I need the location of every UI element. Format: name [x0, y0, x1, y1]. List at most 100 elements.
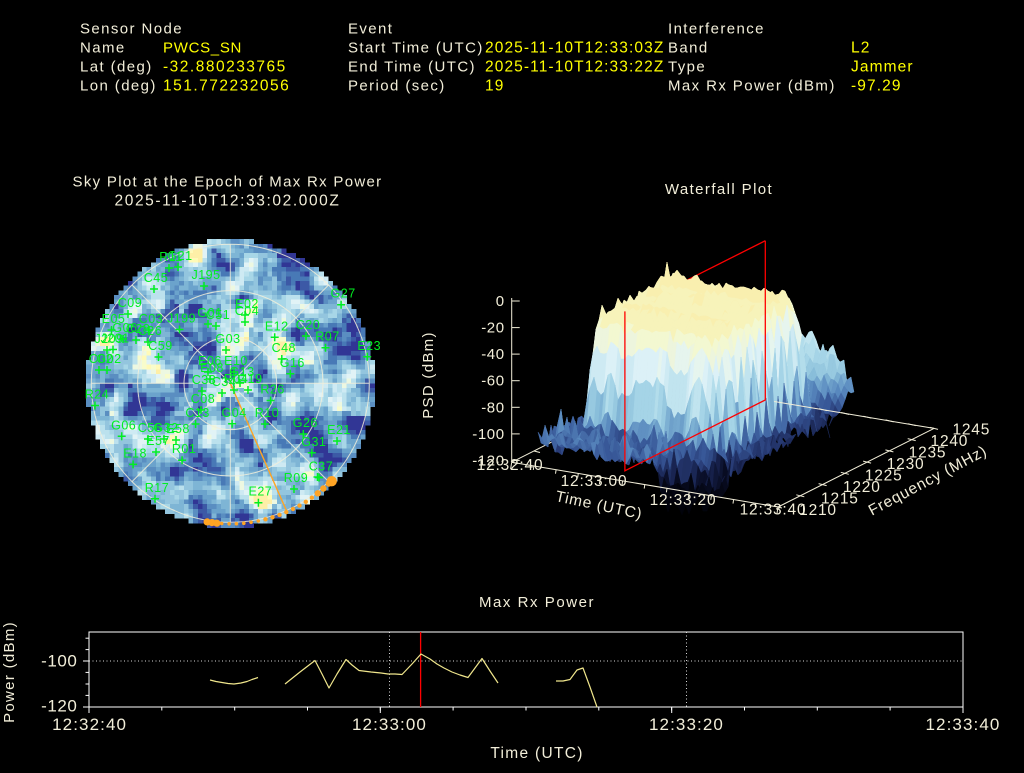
svg-text:2025-11-10T12:33:03Z: 2025-11-10T12:33:03Z	[485, 40, 664, 57]
svg-text:C48: C48	[272, 341, 296, 355]
svg-text:Interference: Interference	[668, 21, 765, 38]
svg-text:-97.29: -97.29	[851, 78, 902, 95]
svg-text:R07: R07	[315, 330, 339, 344]
svg-text:J199: J199	[167, 312, 196, 326]
svg-text:R17: R17	[145, 481, 169, 495]
svg-text:G27: G27	[331, 287, 356, 301]
svg-text:1235: 1235	[909, 445, 947, 462]
svg-text:C04: C04	[235, 304, 259, 318]
svg-text:1245: 1245	[952, 422, 990, 439]
svg-text:G02: G02	[96, 352, 121, 366]
svg-text:12:33:40: 12:33:40	[926, 715, 1001, 734]
svg-text:G26: G26	[293, 416, 318, 430]
svg-text:PSD (dBm): PSD (dBm)	[420, 331, 437, 419]
svg-text:-120: -120	[472, 452, 504, 469]
svg-text:C03: C03	[139, 312, 163, 326]
svg-text:-60: -60	[481, 373, 504, 390]
svg-text:G06: G06	[112, 321, 137, 335]
svg-text:-100: -100	[41, 652, 77, 671]
svg-text:-32.880233765: -32.880233765	[163, 59, 287, 76]
svg-text:Max Rx Power: Max Rx Power	[479, 594, 595, 611]
svg-text:1230: 1230	[887, 456, 925, 473]
svg-text:C51: C51	[206, 308, 230, 322]
svg-text:E06: E06	[198, 354, 222, 368]
svg-text:Start Time (UTC): Start Time (UTC)	[348, 40, 484, 57]
svg-text:E58: E58	[166, 422, 190, 436]
svg-text:12:33:40: 12:33:40	[740, 502, 807, 519]
svg-text:G21: G21	[167, 249, 192, 263]
svg-text:19: 19	[485, 78, 504, 95]
svg-text:C38: C38	[192, 373, 216, 387]
svg-text:12:32:40: 12:32:40	[477, 457, 544, 474]
svg-text:R11: R11	[159, 250, 183, 264]
svg-text:PWCS_SN: PWCS_SN	[163, 40, 242, 57]
svg-text:G16: G16	[280, 356, 305, 370]
svg-text:E12: E12	[265, 319, 289, 333]
svg-text:C02: C02	[89, 352, 113, 366]
svg-text:G06: G06	[111, 418, 136, 432]
svg-text:Max Rx Power (dBm): Max Rx Power (dBm)	[668, 78, 836, 95]
svg-text:Type: Type	[668, 59, 706, 76]
svg-text:G04: G04	[222, 406, 247, 420]
svg-text:J209: J209	[94, 332, 123, 346]
svg-text:E05: E05	[102, 312, 126, 326]
svg-text:R24: R24	[85, 388, 109, 402]
svg-text:R10: R10	[255, 406, 279, 420]
svg-text:12:33:20: 12:33:20	[650, 492, 717, 509]
svg-text:E23: E23	[357, 339, 381, 353]
svg-text:R01: R01	[172, 442, 196, 456]
svg-text:Band: Band	[668, 40, 709, 57]
svg-text:E27: E27	[249, 485, 273, 499]
svg-text:C09: C09	[118, 296, 142, 310]
svg-text:E10: E10	[224, 354, 248, 368]
svg-text:12:33:00: 12:33:00	[561, 473, 628, 490]
svg-text:C26: C26	[138, 324, 162, 338]
svg-text:Waterfall Plot: Waterfall Plot	[665, 181, 773, 198]
svg-text:-100: -100	[472, 426, 504, 443]
svg-text:C37: C37	[309, 460, 333, 474]
svg-text:G13: G13	[229, 365, 254, 379]
svg-text:J195: J195	[191, 268, 220, 282]
svg-text:R26: R26	[260, 383, 284, 397]
svg-text:E02: E02	[235, 297, 259, 311]
svg-text:1220: 1220	[843, 479, 881, 496]
svg-text:G31: G31	[301, 435, 326, 449]
svg-text:C08: C08	[191, 392, 215, 406]
svg-text:G01: G01	[197, 306, 222, 320]
svg-text:0: 0	[496, 293, 505, 310]
svg-text:Power (dBm): Power (dBm)	[1, 621, 18, 723]
svg-text:12:32:40: 12:32:40	[52, 715, 127, 734]
svg-text:G32: G32	[153, 421, 178, 435]
svg-text:E57: E57	[146, 434, 170, 448]
svg-text:C28: C28	[126, 322, 150, 336]
svg-text:C13: C13	[185, 406, 209, 420]
svg-text:Event: Event	[348, 21, 393, 38]
svg-text:2025-11-10T12:33:02.000Z: 2025-11-10T12:33:02.000Z	[115, 193, 341, 210]
svg-text:Lon (deg): Lon (deg)	[80, 78, 157, 95]
svg-text:Period (sec): Period (sec)	[348, 78, 446, 95]
svg-text:-40: -40	[481, 346, 504, 363]
svg-text:-20: -20	[481, 320, 504, 337]
svg-text:-80: -80	[481, 399, 504, 416]
svg-text:E21: E21	[327, 423, 351, 437]
svg-text:C20: C20	[296, 318, 320, 332]
svg-text:1215: 1215	[821, 491, 859, 508]
svg-text:E18: E18	[123, 446, 147, 460]
svg-text:C34: C34	[212, 375, 236, 389]
svg-text:Jammer: Jammer	[851, 59, 914, 76]
svg-text:151.772232056: 151.772232056	[163, 78, 290, 95]
svg-text:1225: 1225	[865, 468, 903, 485]
svg-text:1240: 1240	[931, 433, 969, 450]
svg-text:Sky Plot at the Epoch of Max R: Sky Plot at the Epoch of Max Rx Power	[73, 174, 383, 191]
svg-text:C59: C59	[148, 339, 172, 353]
svg-text:2025-11-10T12:33:22Z: 2025-11-10T12:33:22Z	[485, 59, 664, 76]
svg-text:-120: -120	[41, 697, 77, 716]
svg-text:R09: R09	[284, 471, 308, 485]
svg-text:Time (UTC): Time (UTC)	[490, 745, 583, 762]
svg-text:C56: C56	[138, 421, 162, 435]
svg-text:L2: L2	[851, 40, 870, 57]
svg-text:Sensor Node: Sensor Node	[80, 21, 183, 38]
svg-text:Lat (deg): Lat (deg)	[80, 59, 153, 76]
svg-text:End Time (UTC): End Time (UTC)	[348, 59, 476, 76]
svg-text:Name: Name	[80, 40, 126, 57]
